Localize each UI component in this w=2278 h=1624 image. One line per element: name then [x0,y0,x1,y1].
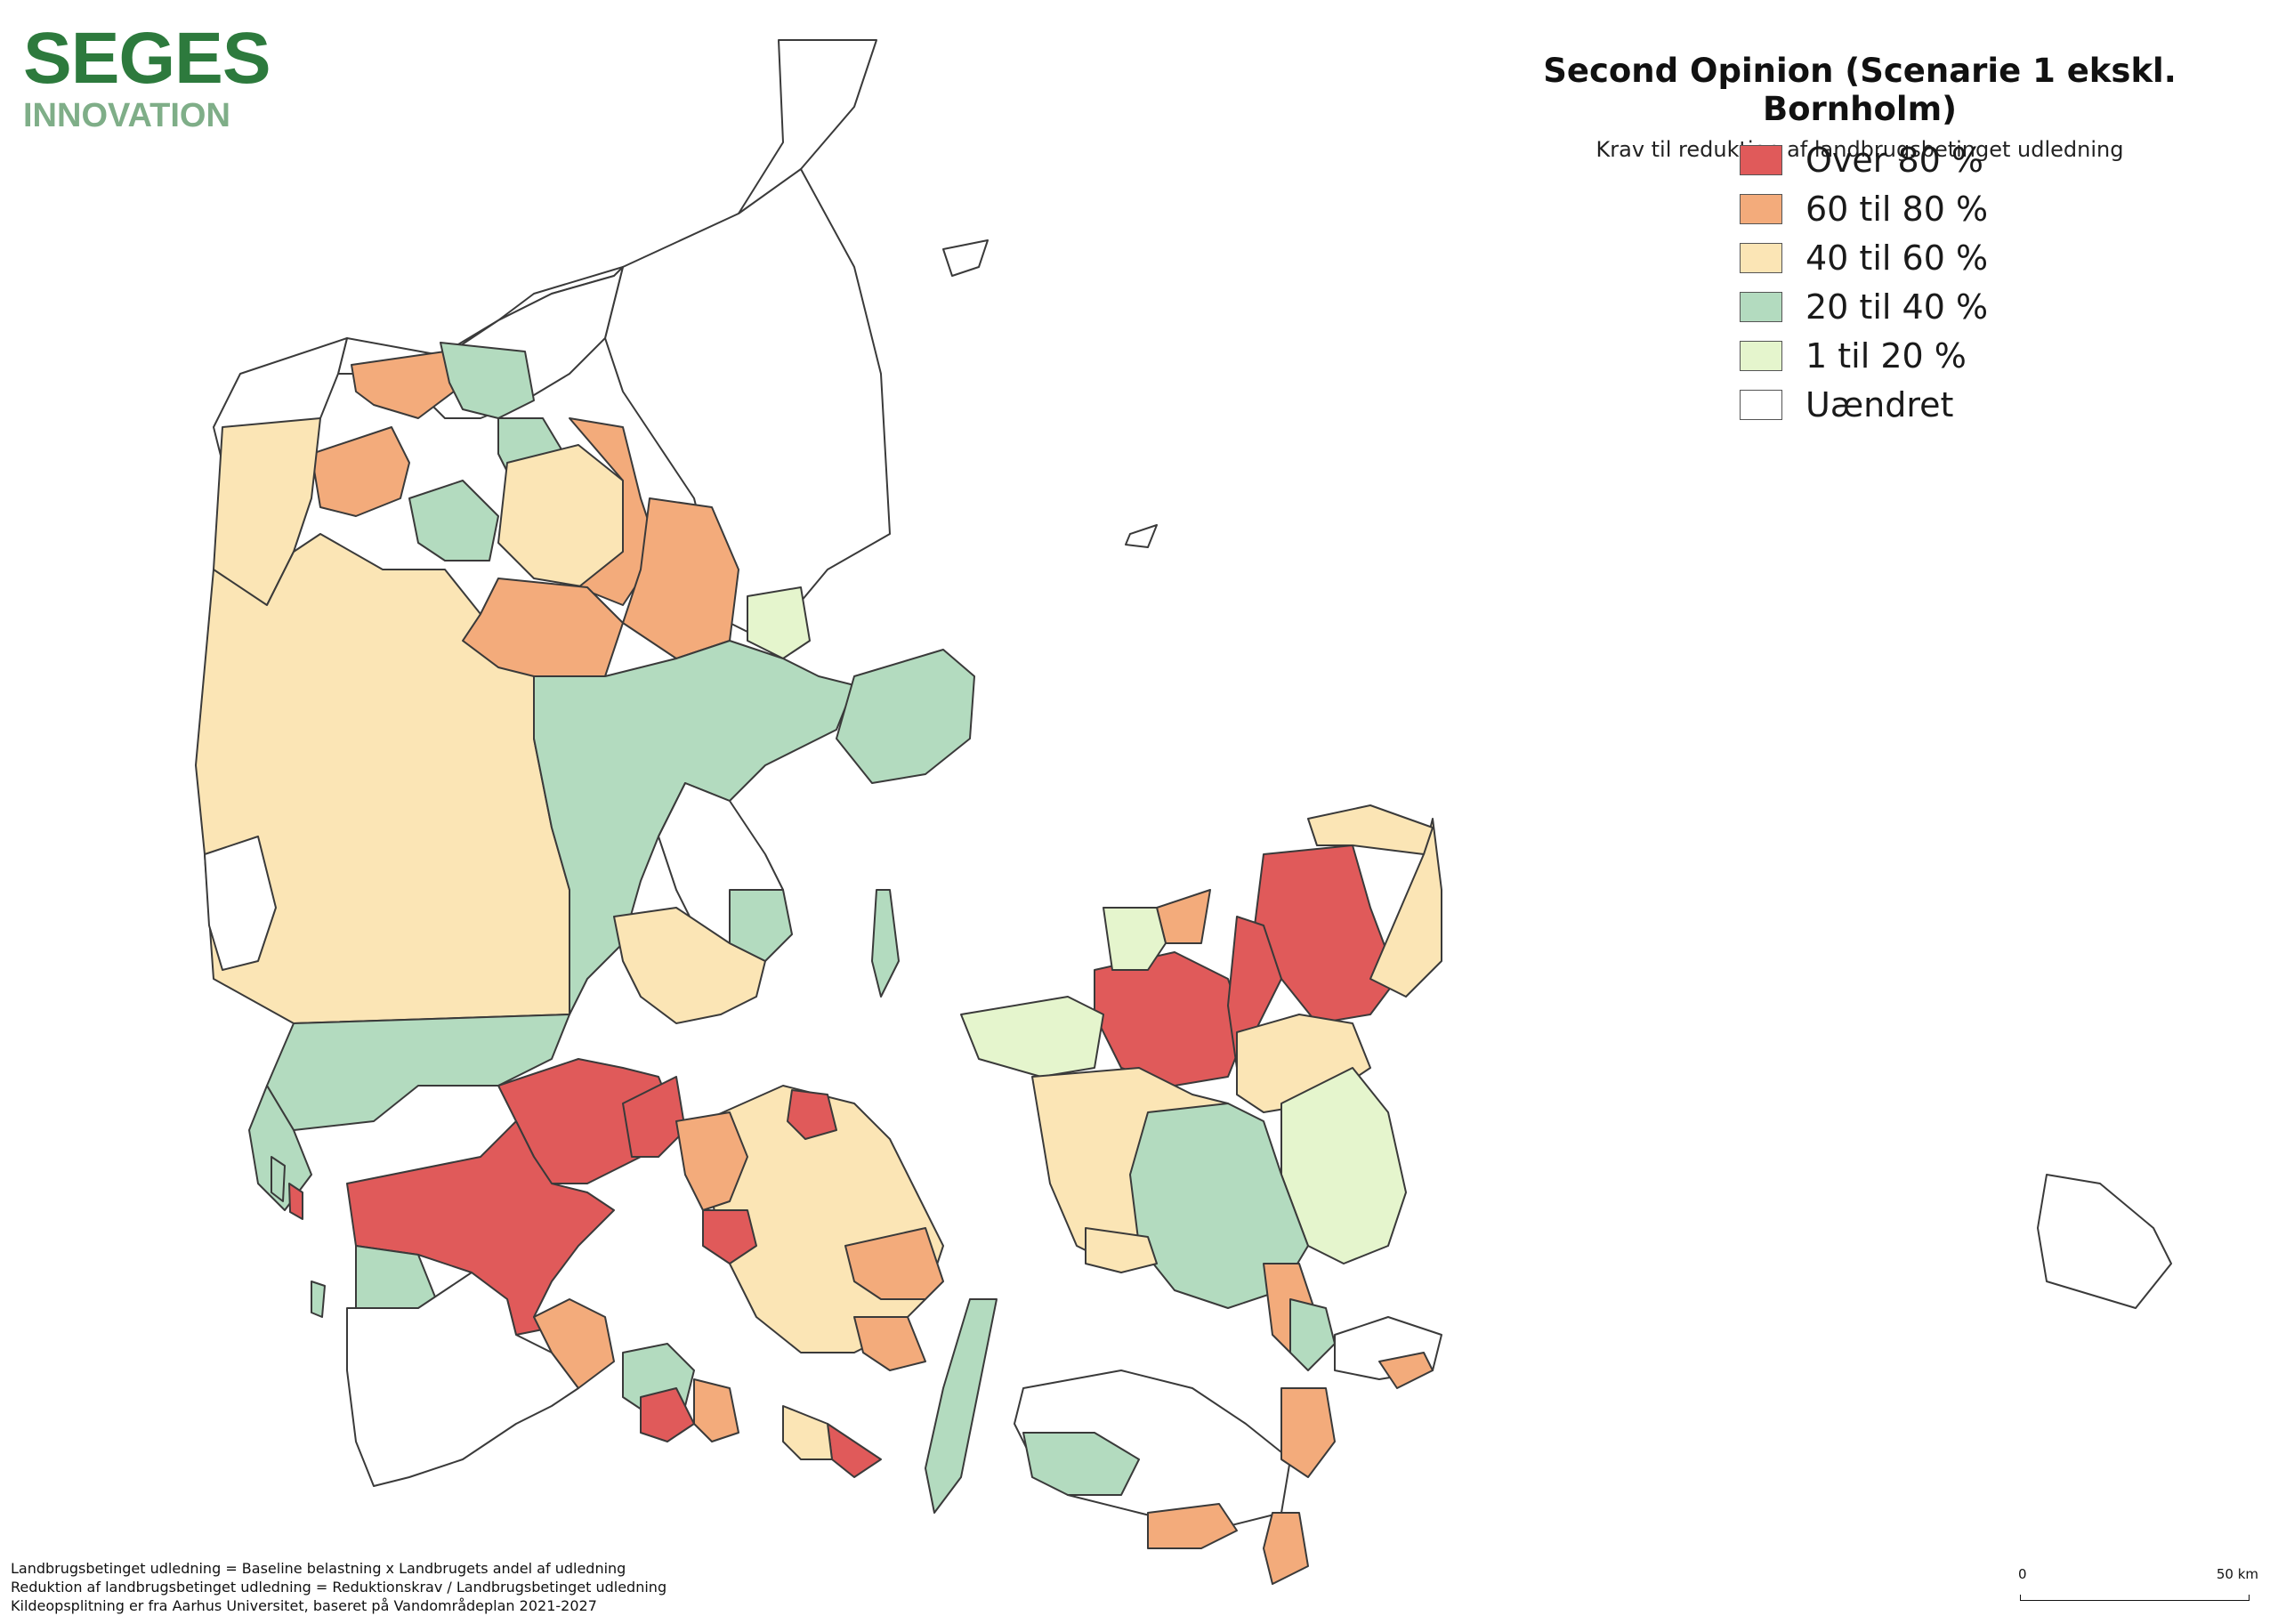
region-mon-orange [1378,1352,1434,1389]
footnote-line: Landbrugsbetinget udledning = Baseline b… [11,1560,626,1577]
legend-item-20-40: 20 til 40 % [1740,282,1988,331]
region-himmerland-orange-a [569,417,659,606]
legend-swatch [1740,340,1782,371]
legend-item-1-20: 1 til 20 % [1740,331,1988,380]
region-odsherred-lightgreen [1103,907,1167,971]
region-falster-orange-a [1280,1387,1336,1478]
logo-subtitle: INNOVATION [23,97,230,134]
legend-label: 40 til 60 % [1805,238,1989,278]
legend-label: Uændret [1805,384,1954,424]
legend: Over 80 % 60 til 80 % 40 til 60 % 20 til… [1740,135,1988,429]
legend-swatch [1740,144,1782,175]
logo-wordmark: SEGES [23,18,271,99]
region-falster-orange-b [1263,1512,1309,1585]
region-horsens-yellow [613,907,766,1024]
scale-line [2020,1595,2250,1601]
region-funen-orange-b [844,1227,944,1300]
region-funen-orange-a [675,1111,748,1211]
legend-item-unchanged: Uændret [1740,380,1988,429]
region-laeso [942,239,989,277]
region-als-orange [693,1378,739,1442]
region-odsherred-orange [1156,889,1211,944]
region-isefjord-red [1094,951,1247,1087]
legend-swatch [1740,291,1782,322]
region-mors-orange [311,426,410,517]
region-kolding-red [622,1076,686,1158]
legend-swatch [1740,242,1782,273]
region-mariager-lightgreen [747,586,811,659]
region-romo-green [311,1281,326,1318]
region-als-red [640,1387,695,1442]
map-title: Second Opinion (Scenarie 1 ekskl. Bornho… [1543,52,2177,128]
region-funen-orange-c [853,1316,926,1371]
legend-label: 1 til 20 % [1805,335,1967,376]
region-bornholm [2037,1174,2172,1309]
region-funen-red [702,1209,757,1264]
region-lolland-green [1022,1432,1140,1496]
footnotes: Landbrugsbetinget udledning = Baseline b… [11,1559,666,1615]
region-south-jutland-red [346,1120,615,1336]
region-horsens-green [729,889,793,962]
region-langeland-green [925,1298,998,1514]
region-anholt [1125,524,1158,548]
footnote-line: Kildeopsplitning er fra Aarhus Universit… [11,1597,597,1614]
region-lolland-orange [1147,1503,1238,1549]
region-fanoe-green [271,1156,286,1202]
region-kalundborg-lightgreen [960,996,1104,1078]
region-romo-red [288,1183,303,1220]
region-funen-north-red [787,1089,837,1140]
region-praesto-green [1289,1298,1336,1371]
region-ribe-green-a [248,1085,312,1211]
scale-start-label: 0 [2018,1566,2027,1582]
map-subtitle: Krav til reduktion af landbrugsbetinget … [1595,137,2124,162]
legend-item-40-60: 40 til 60 % [1740,233,1988,282]
region-aero-yellow [782,1405,833,1460]
seges-logo: SEGES INNOVATION [23,18,271,134]
legend-label: 20 til 40 % [1805,287,1989,327]
title-block: Second Opinion (Scenarie 1 ekskl. Bornho… [1459,52,2260,162]
footnote-line: Reduktion af landbrugsbetinget udledning… [11,1579,667,1596]
region-aero-red [827,1423,882,1478]
legend-swatch [1740,193,1782,224]
legend-item-60-80: 60 til 80 % [1740,184,1988,233]
legend-swatch [1740,389,1782,420]
region-aabenraa-orange [533,1298,615,1389]
region-djursland-green [836,649,975,784]
scale-end-label: 50 km [2216,1566,2258,1582]
region-north-coast-yellow [1307,804,1434,855]
legend-item-over-80: Over 80 % [1740,135,1988,184]
region-ringkobing-white [204,836,277,971]
legend-label: 60 til 80 % [1805,189,1989,229]
legend-label: Over 80 % [1805,140,1984,180]
region-naestved-yellow [1085,1227,1158,1273]
scale-bar: 0 50 km [2018,1566,2258,1605]
region-samsoe-green [871,889,900,998]
region-limfjord-green-a [408,480,499,562]
region-sonderjylland-white [346,1272,579,1487]
region-north-zealand-red [1254,844,1398,1024]
